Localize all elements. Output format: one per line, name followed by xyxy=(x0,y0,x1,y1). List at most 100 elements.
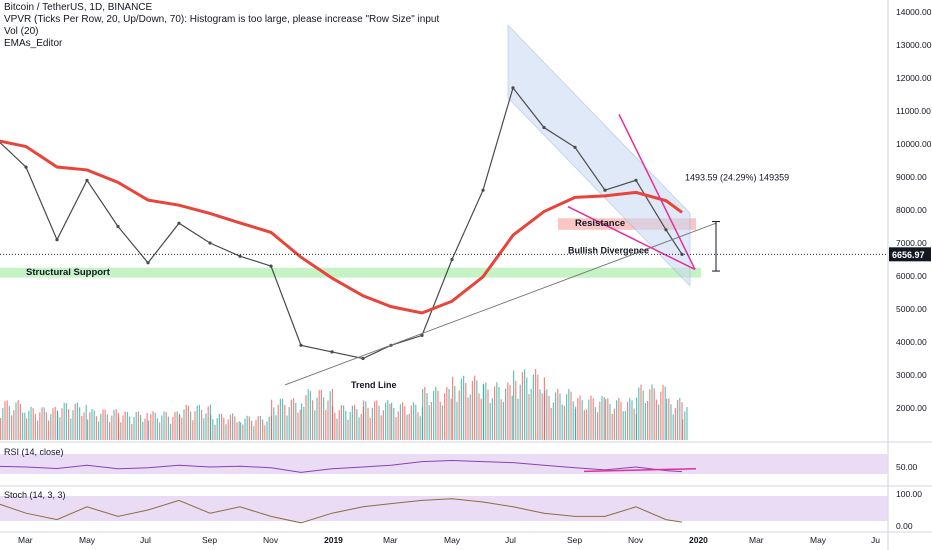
volume-bar xyxy=(583,409,585,440)
price-point xyxy=(177,221,181,225)
volume-bar xyxy=(156,418,158,440)
wedge-lower xyxy=(567,206,696,271)
volume-bar xyxy=(41,407,43,440)
volume-bar xyxy=(555,392,557,440)
volume-bar xyxy=(458,390,460,440)
volume-bar xyxy=(165,411,167,440)
price-tick-label: 2000.00 xyxy=(896,403,927,413)
volume-bar xyxy=(640,384,642,440)
volume-bar xyxy=(104,409,106,440)
volume-bar xyxy=(541,393,543,440)
volume-bar xyxy=(505,388,507,440)
volume-bar xyxy=(670,404,672,440)
volume-bar xyxy=(463,375,465,440)
volume-bar xyxy=(480,398,482,440)
volume-bar xyxy=(89,412,91,440)
time-tick-label: Sep xyxy=(567,535,582,545)
price-point xyxy=(208,241,212,245)
volume-bar xyxy=(15,402,17,440)
volume-bar xyxy=(120,422,122,440)
volume-bar xyxy=(170,423,172,440)
volume-bar xyxy=(655,399,657,440)
volume-bar xyxy=(393,408,395,440)
volume-bar xyxy=(126,411,128,440)
volume-bar xyxy=(590,395,592,440)
volume-bar xyxy=(234,416,236,440)
volume-bar xyxy=(268,416,270,440)
volume-bar xyxy=(229,414,231,440)
volume-bar xyxy=(129,416,131,440)
volume-bar xyxy=(544,390,546,440)
volume-bar xyxy=(491,398,493,440)
volume-bar xyxy=(187,405,189,440)
volume-bar xyxy=(446,386,448,440)
volume-bar xyxy=(221,413,223,440)
price-point xyxy=(634,178,638,182)
volume-bar xyxy=(218,413,220,440)
volume-bar xyxy=(476,380,478,440)
price-point xyxy=(481,188,485,192)
volume-bar xyxy=(57,411,59,440)
volume-bar xyxy=(109,422,111,440)
volume-bar xyxy=(408,413,410,440)
volume-bar xyxy=(369,417,371,440)
volume-bar xyxy=(201,409,203,440)
volume-bar xyxy=(24,412,26,440)
volume-bar xyxy=(266,421,268,440)
volume-bar xyxy=(314,410,316,440)
volume-bar xyxy=(148,420,150,440)
volume-bar xyxy=(174,412,176,440)
volume-bar xyxy=(26,418,28,440)
time-tick-label: May xyxy=(79,535,96,545)
volume-bar xyxy=(651,384,653,440)
volume-bar xyxy=(225,424,227,440)
price-tick-label: 3000.00 xyxy=(896,370,927,380)
volume-bar xyxy=(95,416,97,440)
time-tick-label: Mar xyxy=(749,535,764,545)
volume-bar xyxy=(253,426,255,440)
volume-bar xyxy=(586,409,588,440)
volume-bar xyxy=(194,411,196,440)
volume-bar xyxy=(98,421,100,440)
volume-bar xyxy=(465,382,467,440)
volume-bar xyxy=(50,414,52,440)
time-tick-label: May xyxy=(444,535,461,545)
time-tick-label: Mar xyxy=(383,535,398,545)
volume-bar xyxy=(210,414,212,440)
volume-bar xyxy=(679,397,681,440)
volume-bar xyxy=(244,418,246,440)
time-tick-label: May xyxy=(810,535,827,545)
volume-bar xyxy=(34,414,36,440)
volume-bar xyxy=(262,419,264,440)
volume-bar xyxy=(17,400,19,440)
volume-bar xyxy=(513,370,515,440)
volume-bar xyxy=(203,418,205,440)
volume-bar xyxy=(441,405,443,440)
price-point xyxy=(24,165,28,169)
volume-bar xyxy=(439,401,441,440)
volume-bar xyxy=(415,404,417,440)
volume-bar xyxy=(365,401,367,440)
price-point xyxy=(511,86,515,90)
volume-bar xyxy=(653,388,655,440)
volume-bar xyxy=(19,403,21,440)
volume-bar xyxy=(682,419,684,440)
volume-bar xyxy=(594,407,596,440)
volume-bar xyxy=(275,415,277,440)
volume-bar xyxy=(385,402,387,440)
volume-bar xyxy=(122,415,124,440)
symbol-title: Bitcoin / TetherUS, 1D, BINANCE xyxy=(4,2,153,13)
volume-bar xyxy=(93,410,95,440)
volume-bar xyxy=(535,368,537,440)
volume-bar xyxy=(223,417,225,440)
volume-bar xyxy=(363,400,365,440)
stoch-indicator-label: Stoch (14, 3, 3) xyxy=(4,490,66,500)
volume-bar xyxy=(528,394,530,440)
ema-slow-line xyxy=(0,139,683,315)
wedge-upper xyxy=(618,113,696,270)
volume-bar xyxy=(526,377,528,440)
volume-bar xyxy=(232,413,234,440)
trend-line xyxy=(284,222,717,386)
